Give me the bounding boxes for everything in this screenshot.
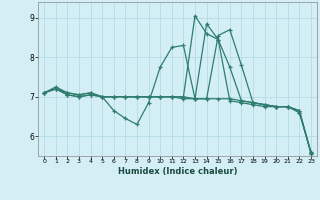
X-axis label: Humidex (Indice chaleur): Humidex (Indice chaleur) <box>118 167 237 176</box>
